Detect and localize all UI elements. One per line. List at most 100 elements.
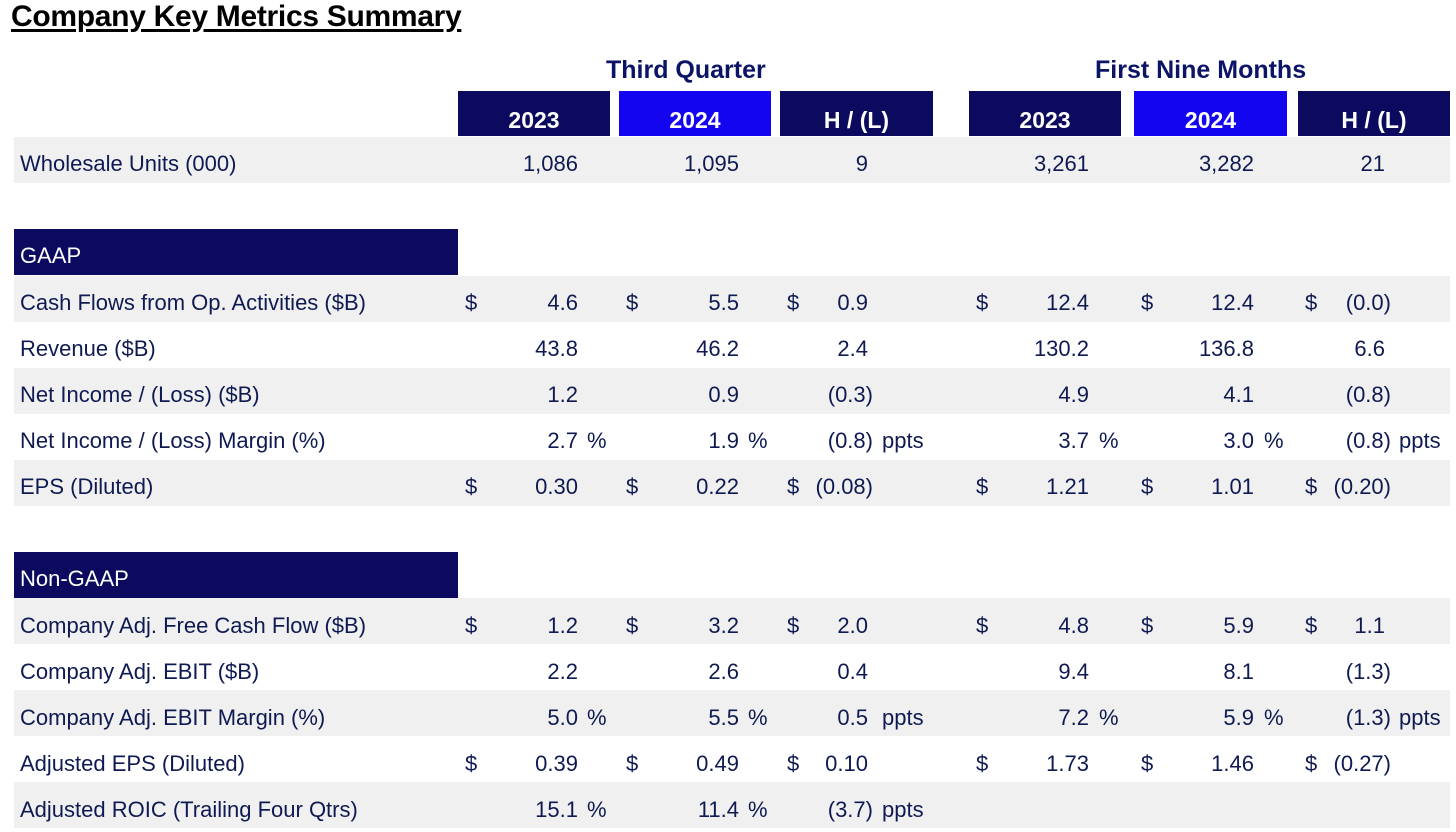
dollar-sign: $ <box>626 613 639 638</box>
value-q-2023: 1.2 <box>547 382 578 407</box>
column-header-n-hl: H / (L) <box>1298 91 1450 136</box>
row-label: Wholesale Units (000) <box>20 151 237 176</box>
dollar-sign: $ <box>787 290 800 315</box>
dollar-sign: $ <box>976 290 989 315</box>
value-n-2023: 3.7 <box>1058 428 1089 453</box>
row-band <box>14 782 1450 828</box>
value-n-2024: 1.46 <box>1211 751 1254 776</box>
dollar-sign: $ <box>787 613 800 638</box>
value-n-2024: 4.1 <box>1223 382 1254 407</box>
value-q-hl: 2.4 <box>837 336 868 361</box>
value-q-2023: 43.8 <box>535 336 578 361</box>
percent-sign: % <box>587 797 607 822</box>
percent-sign: % <box>1264 428 1284 453</box>
column-header-n-2023: 2023 <box>969 91 1121 136</box>
value-n-hl: (0.0) <box>1345 290 1391 315</box>
value-q-2023: 1,086 <box>522 151 578 176</box>
value-n-hl: 1.1 <box>1354 613 1385 638</box>
value-q-hl: 0.9 <box>837 290 868 315</box>
value-q-2023: 15.1 <box>535 797 578 822</box>
value-q-2023: 2.7 <box>547 428 578 453</box>
value-q-2024: 2.6 <box>708 659 739 684</box>
row-band <box>14 690 1450 736</box>
dollar-sign: $ <box>976 613 989 638</box>
value-n-2024: 136.8 <box>1198 336 1254 361</box>
value-n-2023: 12.4 <box>1046 290 1089 315</box>
dollar-sign: $ <box>626 751 639 776</box>
value-q-2024: 1,095 <box>683 151 739 176</box>
value-q-2024: 11.4 <box>697 797 739 822</box>
dollar-sign: $ <box>976 474 989 499</box>
value-q-2023: 5.0 <box>547 705 578 730</box>
value-q-2024: 46.2 <box>696 336 739 361</box>
row-label: Net Income / (Loss) ($B) <box>20 382 260 407</box>
dollar-sign: $ <box>787 751 800 776</box>
dollar-sign: $ <box>1141 751 1154 776</box>
row-band <box>14 598 1450 644</box>
section-label-non-gaap: Non-GAAP <box>20 566 129 591</box>
value-n-hl: 6.6 <box>1354 336 1385 361</box>
row-label: Revenue ($B) <box>20 336 156 361</box>
row-band <box>14 460 1450 506</box>
column-header-q-2024: 2024 <box>619 91 771 136</box>
ppts-unit: ppts <box>882 428 924 453</box>
value-q-hl: 0.10 <box>825 751 868 776</box>
dollar-sign: $ <box>1305 613 1318 638</box>
value-n-2023: 130.2 <box>1033 336 1089 361</box>
percent-sign: % <box>587 428 607 453</box>
percent-sign: % <box>748 797 768 822</box>
value-q-2024: 0.9 <box>708 382 739 407</box>
value-n-hl: 21 <box>1360 151 1385 176</box>
page-title: Company Key Metrics Summary <box>11 0 462 33</box>
value-n-2024: 3.0 <box>1223 428 1254 453</box>
value-q-2024: 1.9 <box>708 428 739 453</box>
value-q-2023: 2.2 <box>547 659 578 684</box>
value-q-2023: 0.39 <box>535 751 578 776</box>
value-n-2023: 4.9 <box>1058 382 1089 407</box>
row-label: Company Adj. Free Cash Flow ($B) <box>20 613 367 638</box>
ppts-unit: ppts <box>1399 428 1441 453</box>
dollar-sign: $ <box>465 751 478 776</box>
value-q-2023: 4.6 <box>547 290 578 315</box>
dollar-sign: $ <box>1305 474 1318 499</box>
value-n-2023: 9.4 <box>1058 659 1089 684</box>
group-label-first-nine-months: First Nine Months <box>1095 56 1307 84</box>
value-q-2023: 1.2 <box>547 613 578 638</box>
value-n-2024: 8.1 <box>1223 659 1254 684</box>
row-label: Adjusted ROIC (Trailing Four Qtrs) <box>20 797 358 822</box>
value-n-2023: 1.21 <box>1046 474 1089 499</box>
dollar-sign: $ <box>976 751 989 776</box>
value-n-2024: 5.9 <box>1223 705 1254 730</box>
section-label-gaap: GAAP <box>20 243 82 268</box>
dollar-sign: $ <box>626 474 639 499</box>
group-label-third-quarter: Third Quarter <box>606 56 766 84</box>
value-n-hl: (0.8) <box>1345 382 1391 407</box>
value-n-2024: 12.4 <box>1211 290 1254 315</box>
value-q-2024: 3.2 <box>708 613 739 638</box>
value-q-2024: 5.5 <box>708 705 739 730</box>
column-header-q-2023: 2023 <box>458 91 610 136</box>
value-q-2024: 0.22 <box>696 474 739 499</box>
value-n-2023: 7.2 <box>1058 705 1089 730</box>
value-n-hl: (0.8) <box>1345 428 1391 453</box>
value-q-hl: (0.8) <box>827 428 873 453</box>
dollar-sign: $ <box>1305 290 1318 315</box>
value-n-hl: (1.3) <box>1345 659 1391 684</box>
row-label: EPS (Diluted) <box>20 474 154 499</box>
column-header-q-hl: H / (L) <box>780 91 933 136</box>
percent-sign: % <box>1264 705 1284 730</box>
value-q-hl: (0.3) <box>827 382 873 407</box>
value-n-2024: 3,282 <box>1198 151 1254 176</box>
percent-sign: % <box>1099 428 1119 453</box>
row-label: Net Income / (Loss) Margin (%) <box>20 428 326 453</box>
value-q-hl: 9 <box>855 151 868 176</box>
value-q-hl: (0.08) <box>815 474 873 499</box>
dollar-sign: $ <box>1141 290 1154 315</box>
value-n-hl: (1.3) <box>1345 705 1391 730</box>
ppts-unit: ppts <box>1399 705 1441 730</box>
dollar-sign: $ <box>1141 474 1154 499</box>
value-n-2024: 5.9 <box>1223 613 1254 638</box>
value-n-hl: (0.20) <box>1333 474 1391 499</box>
row-label: Company Adj. EBIT Margin (%) <box>20 705 326 730</box>
ppts-unit: ppts <box>882 705 924 730</box>
